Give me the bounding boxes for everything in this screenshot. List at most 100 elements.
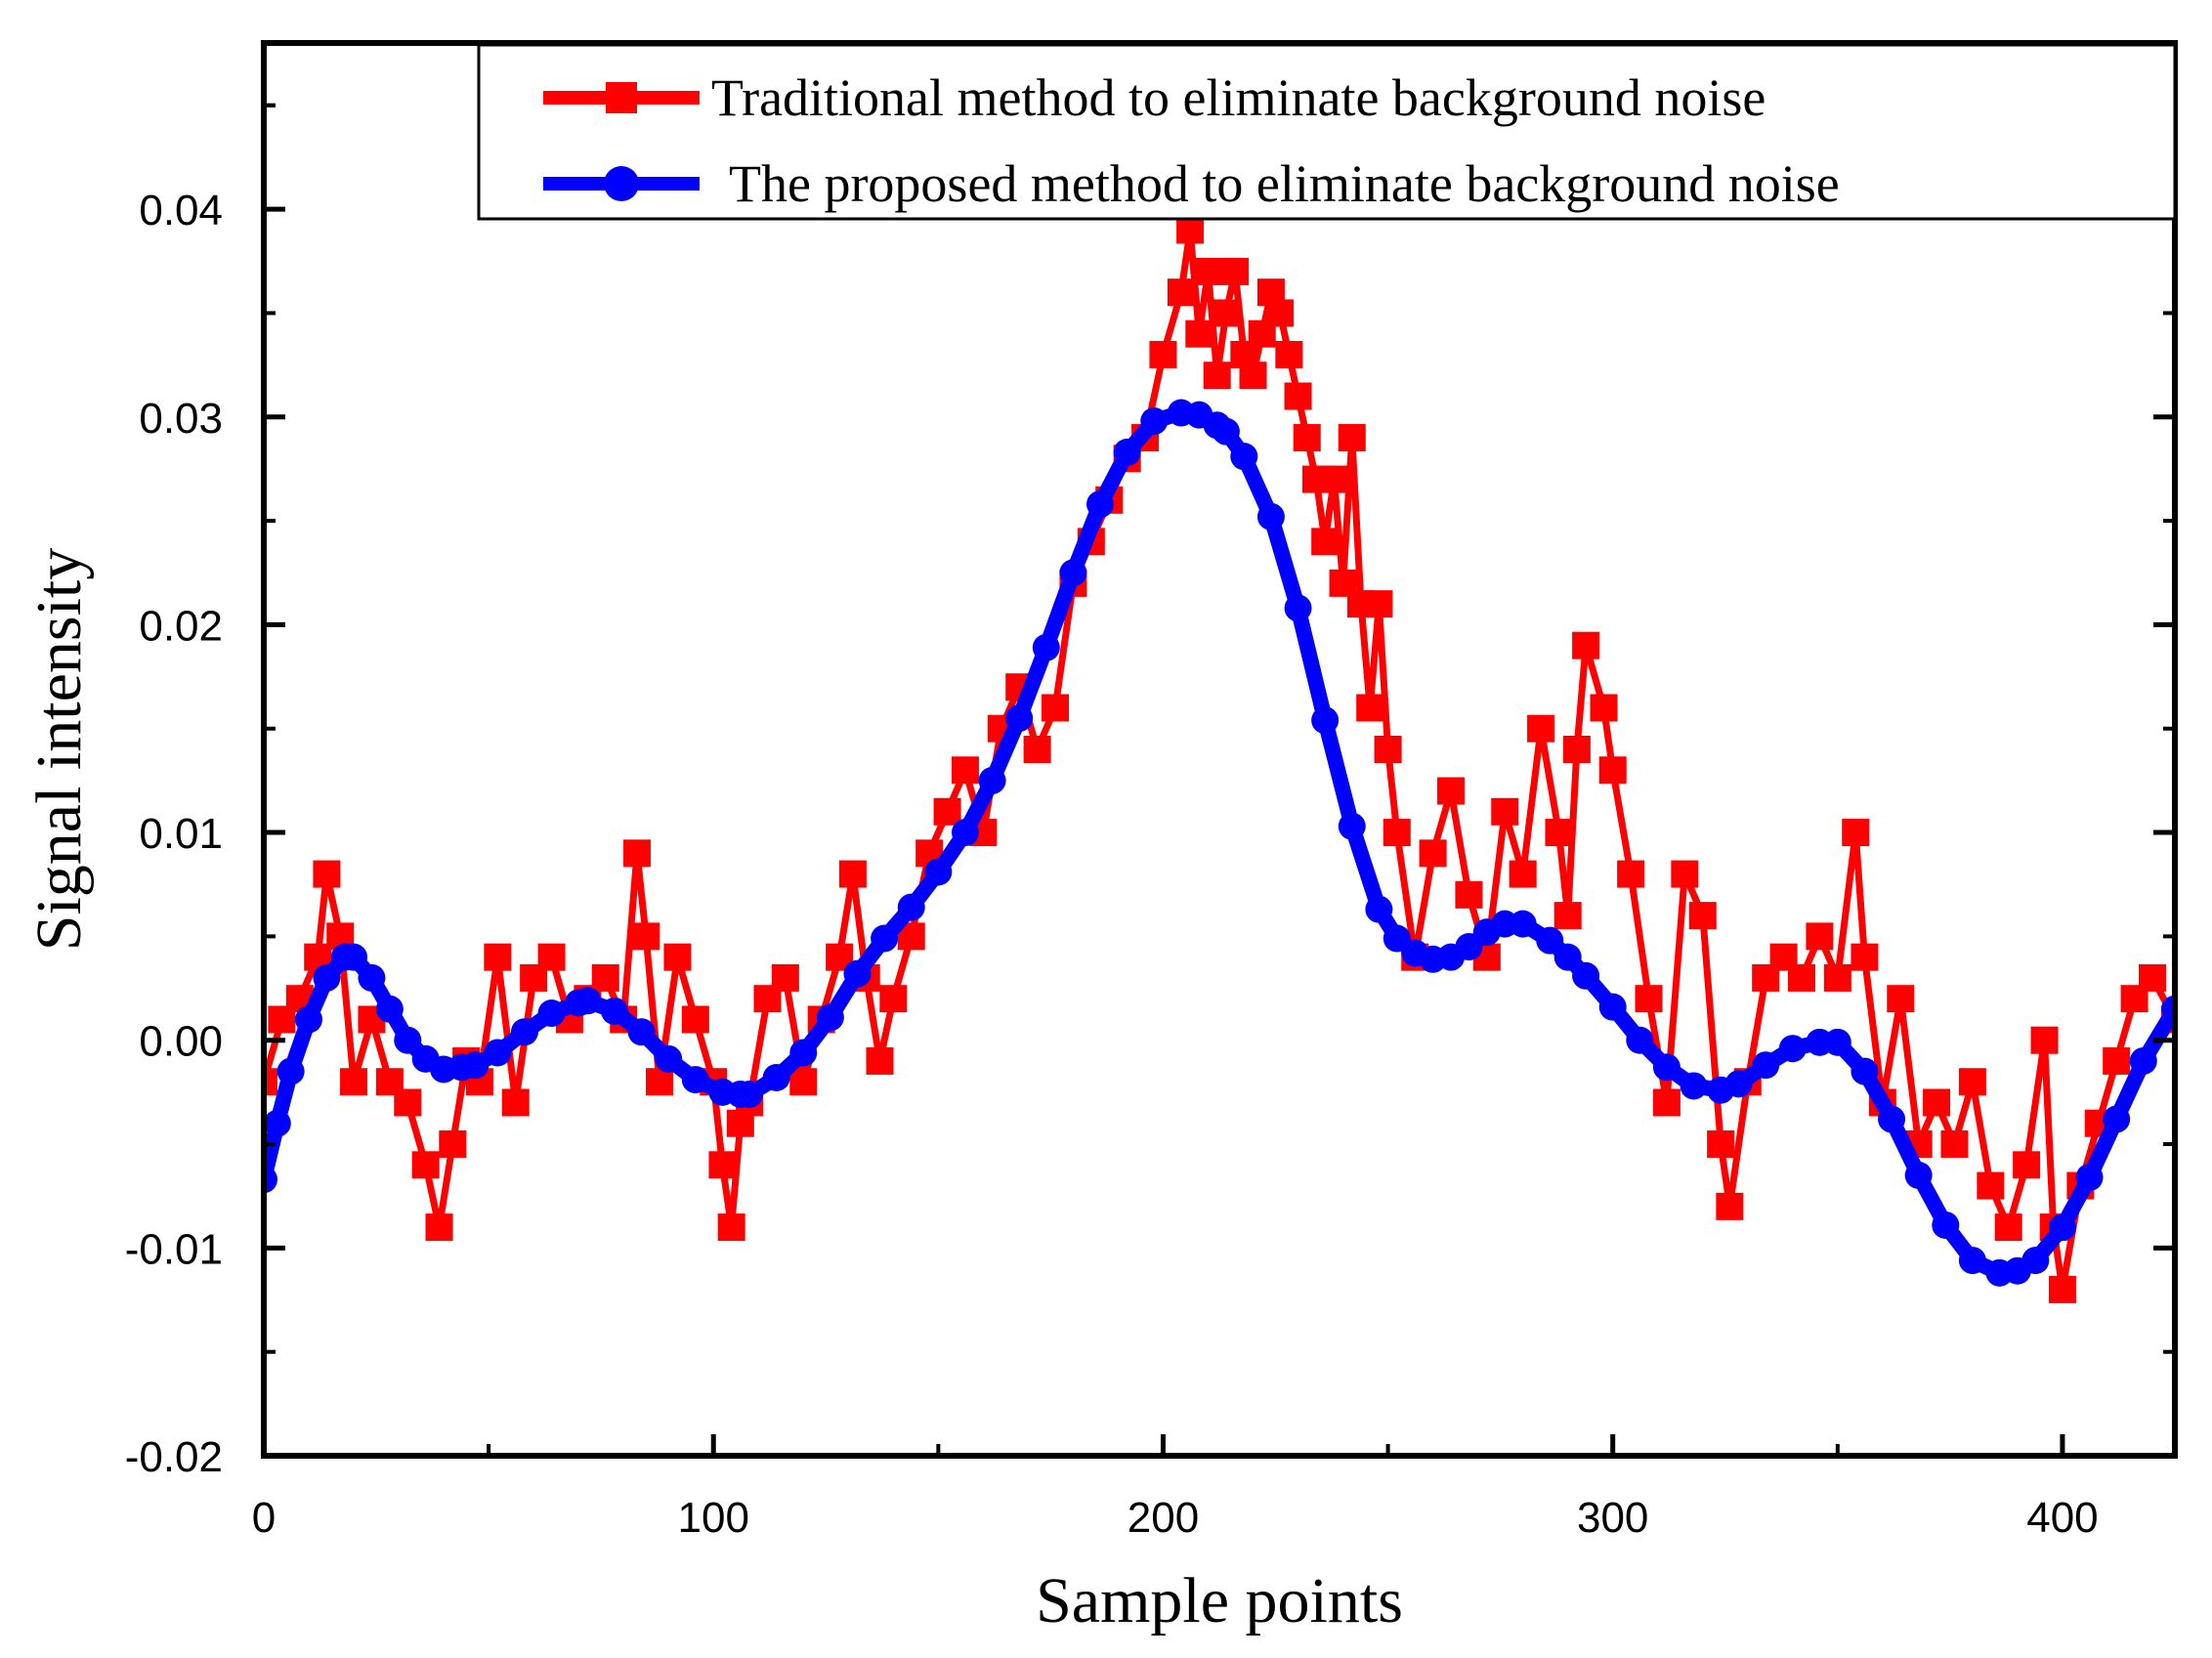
data-point bbox=[1958, 1068, 1986, 1096]
data-point bbox=[1688, 902, 1717, 930]
data-point bbox=[866, 1046, 894, 1075]
data-point bbox=[394, 1026, 422, 1054]
y-tick-label: 0.02 bbox=[139, 602, 223, 650]
data-point bbox=[591, 963, 619, 992]
data-point bbox=[1724, 1070, 1753, 1098]
data-point bbox=[978, 766, 1006, 794]
data-point bbox=[1167, 278, 1195, 307]
data-point bbox=[879, 985, 908, 1013]
data-point bbox=[655, 1044, 683, 1073]
data-point bbox=[1311, 706, 1340, 735]
data-point bbox=[1032, 633, 1060, 661]
legend-label-proposed: The proposed method to eliminate backgro… bbox=[729, 154, 1840, 213]
data-point bbox=[1356, 694, 1384, 722]
data-point bbox=[1598, 993, 1627, 1021]
data-point bbox=[1149, 340, 1177, 368]
data-point bbox=[2103, 1105, 2131, 1133]
data-point bbox=[1850, 943, 1879, 971]
data-point bbox=[313, 860, 341, 888]
data-point bbox=[1806, 922, 1834, 951]
data-point bbox=[2075, 1164, 2104, 1192]
y-axis-title: Signal intensity bbox=[23, 548, 95, 952]
data-point bbox=[264, 1166, 277, 1194]
data-point bbox=[2161, 995, 2175, 1023]
data-point bbox=[1509, 910, 1537, 938]
data-point bbox=[1293, 424, 1321, 452]
data-point bbox=[1419, 839, 1447, 868]
legend-box bbox=[477, 43, 2177, 221]
legend: Traditional method to eliminate backgrou… bbox=[477, 43, 2177, 221]
data-point bbox=[1671, 860, 1699, 888]
data-point bbox=[1284, 382, 1312, 410]
data-point bbox=[1572, 961, 1600, 990]
data-point bbox=[1005, 704, 1034, 733]
y-tick-label: 0.01 bbox=[139, 810, 223, 858]
y-tick-label: -0.01 bbox=[125, 1225, 223, 1273]
legend-label-traditional: Traditional method to eliminate backgrou… bbox=[711, 68, 1765, 127]
data-point bbox=[411, 1151, 440, 1179]
data-point bbox=[1365, 590, 1393, 618]
data-point bbox=[375, 995, 404, 1023]
data-point bbox=[1266, 299, 1295, 327]
y-tick-label: 0.04 bbox=[139, 187, 223, 234]
data-point bbox=[789, 1068, 818, 1096]
x-tick-label: 100 bbox=[678, 1494, 749, 1542]
data-point bbox=[627, 1018, 656, 1046]
data-point bbox=[1527, 714, 1555, 743]
y-tick-label: -0.02 bbox=[125, 1433, 223, 1481]
data-point bbox=[1707, 1130, 1735, 1159]
data-point bbox=[425, 1213, 453, 1242]
data-point bbox=[510, 1018, 538, 1046]
data-point bbox=[681, 1066, 709, 1094]
data-point bbox=[1509, 860, 1537, 888]
data-point bbox=[1059, 559, 1087, 587]
data-point bbox=[1716, 1192, 1744, 1220]
data-point bbox=[501, 1088, 530, 1117]
data-point bbox=[1977, 1171, 2005, 1200]
legend-marker-square bbox=[606, 82, 637, 113]
axis-ticks bbox=[261, 43, 2175, 1459]
data-point bbox=[1194, 257, 1222, 285]
y-tick-label: 0.03 bbox=[139, 395, 223, 443]
data-point bbox=[1904, 1161, 1933, 1189]
data-point bbox=[708, 1151, 737, 1179]
data-point bbox=[1652, 1088, 1680, 1117]
data-point bbox=[646, 1068, 674, 1096]
data-point bbox=[1680, 1072, 1708, 1100]
data-point bbox=[1275, 340, 1303, 368]
data-point bbox=[484, 1039, 512, 1067]
series-proposed bbox=[264, 399, 2175, 1287]
data-point bbox=[1382, 819, 1411, 847]
data-point bbox=[264, 1068, 277, 1096]
data-point bbox=[1887, 985, 1915, 1013]
data-point bbox=[2103, 1046, 2131, 1075]
data-point bbox=[1113, 438, 1141, 466]
series-layer bbox=[264, 216, 2175, 1303]
data-point bbox=[951, 756, 979, 785]
data-point bbox=[1553, 943, 1582, 971]
data-point bbox=[394, 1088, 422, 1117]
data-point bbox=[1311, 528, 1340, 556]
data-point bbox=[2048, 1275, 2076, 1303]
data-point bbox=[1256, 502, 1285, 531]
data-point bbox=[622, 839, 651, 868]
series-line bbox=[264, 404, 2175, 1281]
data-point bbox=[1923, 1088, 1951, 1117]
data-point bbox=[340, 943, 368, 971]
data-point bbox=[762, 1063, 790, 1091]
data-point bbox=[1455, 880, 1483, 909]
data-point bbox=[771, 963, 799, 992]
plot-frame bbox=[261, 40, 2178, 1459]
data-point bbox=[1850, 1057, 1879, 1085]
data-point bbox=[1491, 797, 1519, 826]
data-point bbox=[264, 1109, 291, 1137]
data-point bbox=[1437, 777, 1466, 805]
data-point bbox=[871, 924, 899, 953]
data-point bbox=[1140, 407, 1169, 436]
data-point bbox=[313, 963, 341, 992]
data-point bbox=[1023, 736, 1051, 763]
data-point bbox=[1994, 1213, 2022, 1242]
data-point bbox=[276, 1057, 305, 1085]
